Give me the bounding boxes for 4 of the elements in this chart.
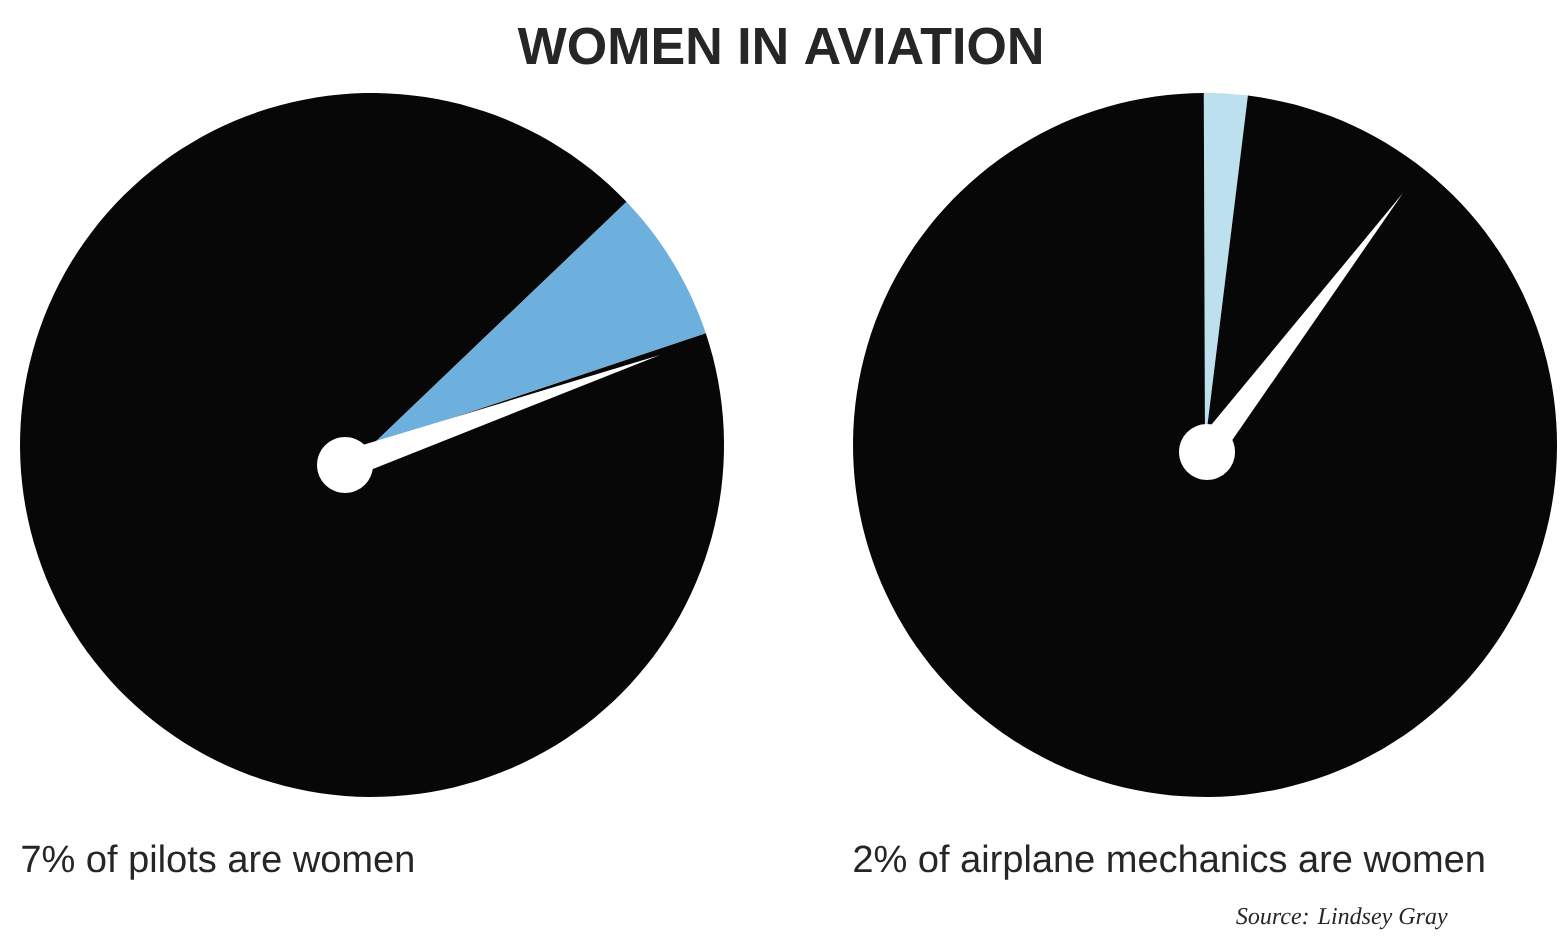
text: 7% of pilots are women	[22, 844, 413, 880]
source-note: Source: Lindsey Gray	[1236, 907, 1448, 930]
chart-title: WOMEN IN AVIATION	[517, 27, 1041, 65]
text: 2% of airplane mechanics are women	[854, 844, 1484, 880]
